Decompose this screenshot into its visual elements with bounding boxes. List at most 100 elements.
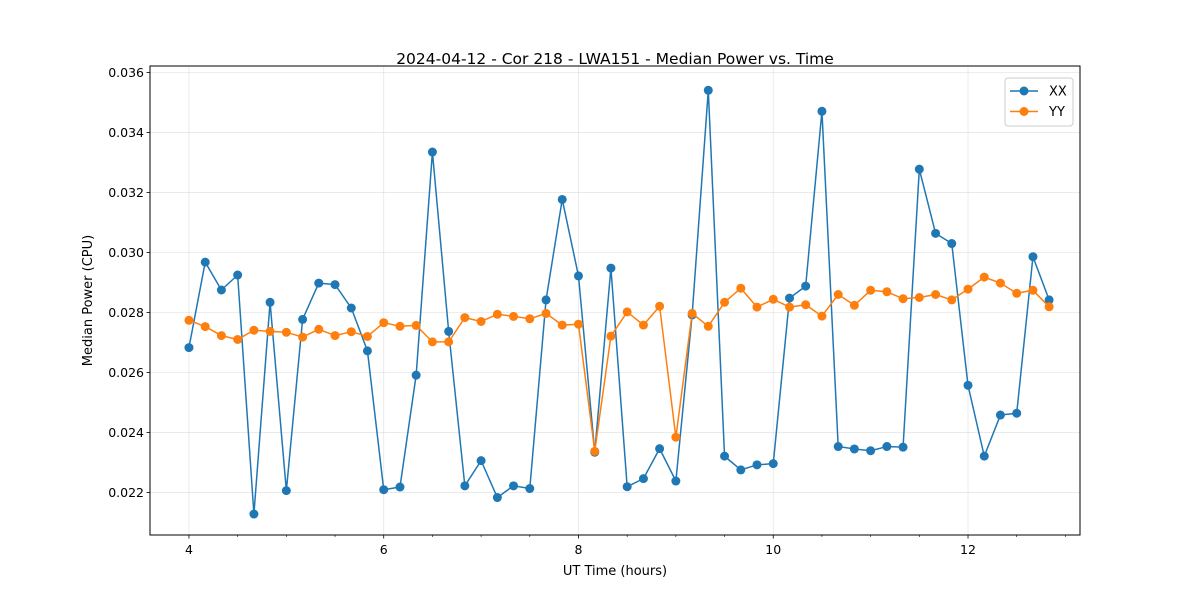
- series-yy-point: [931, 290, 941, 299]
- series-xx-point: [752, 460, 762, 470]
- series-xx-point: [898, 442, 908, 452]
- series-yy-point: [233, 334, 243, 344]
- legend-xx-label: XX: [1049, 85, 1067, 100]
- series-xx-point: [411, 370, 421, 380]
- series-yy-point: [849, 300, 859, 310]
- series-yy-point: [557, 320, 567, 330]
- series-xx-point: [379, 485, 389, 495]
- series-xx-point: [963, 380, 973, 390]
- y-axis-ticks: 0.022 0.024 0.026 0.028 0.030 0.032 0.034 0.036: [108, 65, 150, 500]
- series-xx-point: [606, 263, 616, 273]
- series-xx-point: [995, 410, 1005, 420]
- series-yy-point: [1012, 288, 1022, 298]
- series-xx-point: [362, 346, 372, 356]
- series-yy-point: [590, 446, 600, 456]
- series-xx-point: [265, 297, 275, 307]
- series-xx-point: [882, 442, 892, 452]
- series-yy-point: [411, 320, 421, 330]
- series-xx-point: [395, 482, 405, 492]
- series-yy-point: [362, 331, 372, 341]
- series-yy-point: [265, 326, 275, 336]
- series-yy-point: [1044, 302, 1054, 312]
- series-yy-point: [460, 313, 470, 323]
- series-yy-point: [606, 331, 616, 341]
- series-yy-point: [720, 297, 730, 307]
- y-tick-label: 0.030: [108, 245, 144, 260]
- series-yy-point: [492, 309, 502, 319]
- x-tick-label: 10: [765, 542, 781, 557]
- series-yy-point: [298, 332, 308, 342]
- series-xx-point: [330, 280, 340, 290]
- series-yy-point: [1028, 285, 1038, 295]
- series-yy-point: [817, 311, 827, 321]
- series-yy-point: [476, 316, 486, 326]
- x-axis-label: UT Time (hours): [563, 564, 667, 579]
- series-yy-point: [866, 285, 876, 295]
- series-yy-point: [687, 308, 697, 318]
- series-yy-point: [216, 331, 226, 341]
- series-yy-point: [979, 272, 989, 282]
- y-tick-label: 0.028: [108, 305, 144, 320]
- series-xx-point: [736, 465, 746, 475]
- series-yy-point: [541, 308, 551, 318]
- y-tick-label: 0.026: [108, 365, 144, 380]
- series-xx-point: [768, 459, 778, 469]
- series-xx-point: [200, 257, 210, 267]
- series-xx-point: [509, 481, 519, 491]
- x-tick-label: 8: [575, 542, 583, 557]
- series-yy-point: [995, 278, 1005, 288]
- series-xx-point: [914, 164, 924, 174]
- series-xx-point: [817, 106, 827, 116]
- series-xx-point: [233, 270, 243, 280]
- y-tick-label: 0.022: [108, 485, 144, 500]
- grid-lines: [150, 66, 1080, 535]
- series-xx-point: [655, 444, 665, 454]
- series-xx-point: [1044, 295, 1054, 305]
- series-yy-point: [898, 294, 908, 304]
- series-layer: [184, 85, 1054, 519]
- series-xx-point: [216, 285, 226, 295]
- series-yy-point: [671, 432, 681, 442]
- series-yy: [184, 272, 1054, 456]
- series-xx-point: [849, 444, 859, 454]
- series-xx: [184, 85, 1054, 519]
- series-xx-point: [249, 509, 259, 519]
- series-yy-point: [736, 283, 746, 293]
- series-xx-point: [1028, 252, 1038, 262]
- series-xx-point: [298, 314, 308, 324]
- x-tick-label: 4: [185, 542, 193, 557]
- y-tick-label: 0.024: [108, 425, 144, 440]
- series-xx-point: [525, 484, 535, 494]
- series-xx-point: [931, 228, 941, 238]
- legend-yy-label: YY: [1048, 105, 1065, 120]
- series-xx-point: [346, 303, 356, 313]
- series-xx-point: [703, 85, 713, 95]
- series-yy-point: [379, 318, 389, 328]
- series-xx-point: [866, 446, 876, 456]
- series-xx-point: [460, 481, 470, 491]
- series-xx-point: [622, 482, 632, 492]
- series-xx-point: [671, 476, 681, 486]
- x-tick-label: 12: [960, 542, 976, 557]
- series-yy-point: [509, 311, 519, 321]
- series-yy-point: [395, 321, 405, 331]
- series-yy-point: [833, 290, 843, 299]
- series-xx-point: [314, 278, 324, 288]
- series-xx-point: [184, 343, 194, 353]
- series-yy-point: [752, 302, 762, 312]
- series-yy-point: [184, 315, 194, 325]
- series-yy-point: [346, 327, 356, 337]
- series-yy-point: [525, 314, 535, 324]
- series-xx-point: [785, 293, 795, 303]
- series-xx-point: [541, 295, 551, 305]
- plot-area-frame: [149, 65, 1081, 536]
- y-axis-label: Median Power (CPU): [81, 235, 96, 366]
- series-yy-point: [638, 320, 648, 330]
- legend: XX YY: [1004, 77, 1074, 127]
- series-xx-point: [476, 456, 486, 466]
- series-xx-point: [638, 474, 648, 484]
- series-xx-point: [801, 281, 811, 291]
- series-yy-point: [200, 322, 210, 332]
- series-yy-point: [768, 294, 778, 304]
